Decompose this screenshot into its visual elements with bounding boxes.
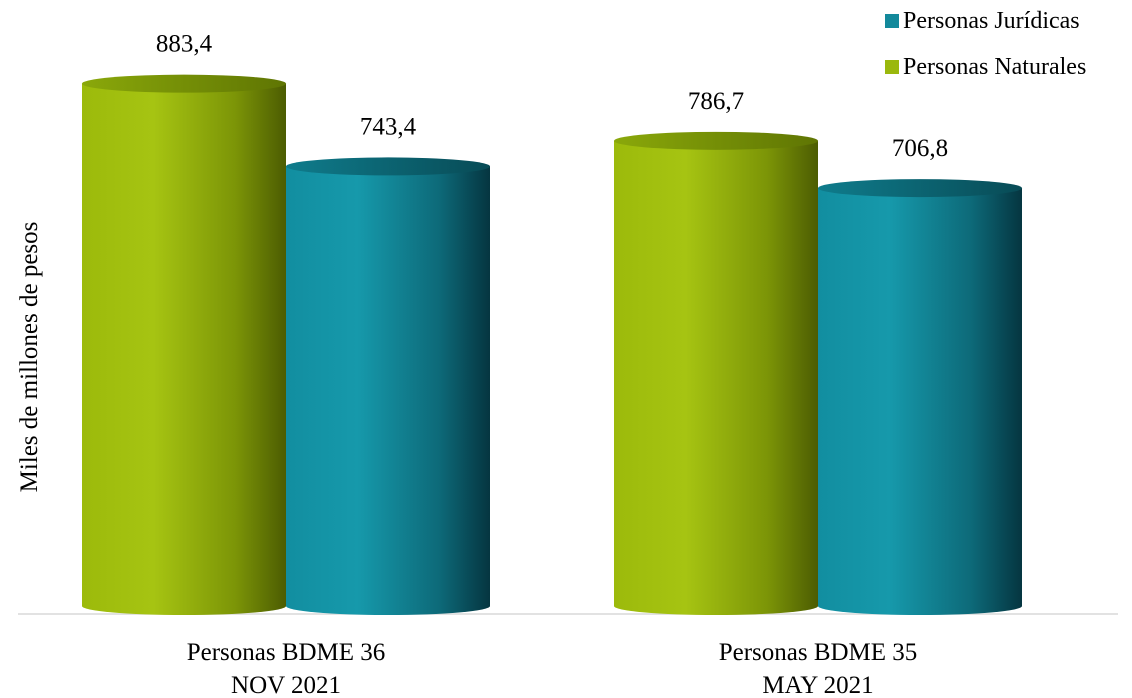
bar-juridicas-1	[818, 179, 1022, 615]
bar-naturales-1	[614, 131, 818, 616]
legend-item: Personas Jurídicas	[885, 8, 1080, 34]
bars-group	[82, 74, 1022, 616]
legend-label: Personas Naturales	[903, 54, 1086, 80]
value-label: 743,4	[360, 113, 417, 140]
category-labels-group: Personas BDME 36 NOV 2021 Personas BDME 35…	[187, 639, 918, 698]
category-label: Personas BDME 35	[719, 639, 918, 666]
value-labels-group: 883,4 743,4 786,7 706,8	[156, 31, 948, 162]
value-label: 786,7	[688, 88, 744, 115]
legend: Personas Jurídicas Personas Naturales	[885, 8, 1086, 80]
bar-naturales-0	[82, 74, 286, 616]
y-axis-label: Miles de millones de pesos	[16, 222, 43, 493]
legend-swatch	[885, 14, 899, 28]
legend-item: Personas Naturales	[885, 54, 1086, 80]
value-label: 706,8	[892, 135, 948, 162]
category-label: MAY 2021	[762, 672, 873, 698]
category-label: Personas BDME 36	[187, 639, 386, 666]
category-label: NOV 2021	[231, 672, 341, 698]
bar-juridicas-0	[286, 157, 490, 615]
legend-swatch	[885, 60, 899, 74]
legend-label: Personas Jurídicas	[903, 8, 1080, 34]
value-label: 883,4	[156, 31, 213, 58]
